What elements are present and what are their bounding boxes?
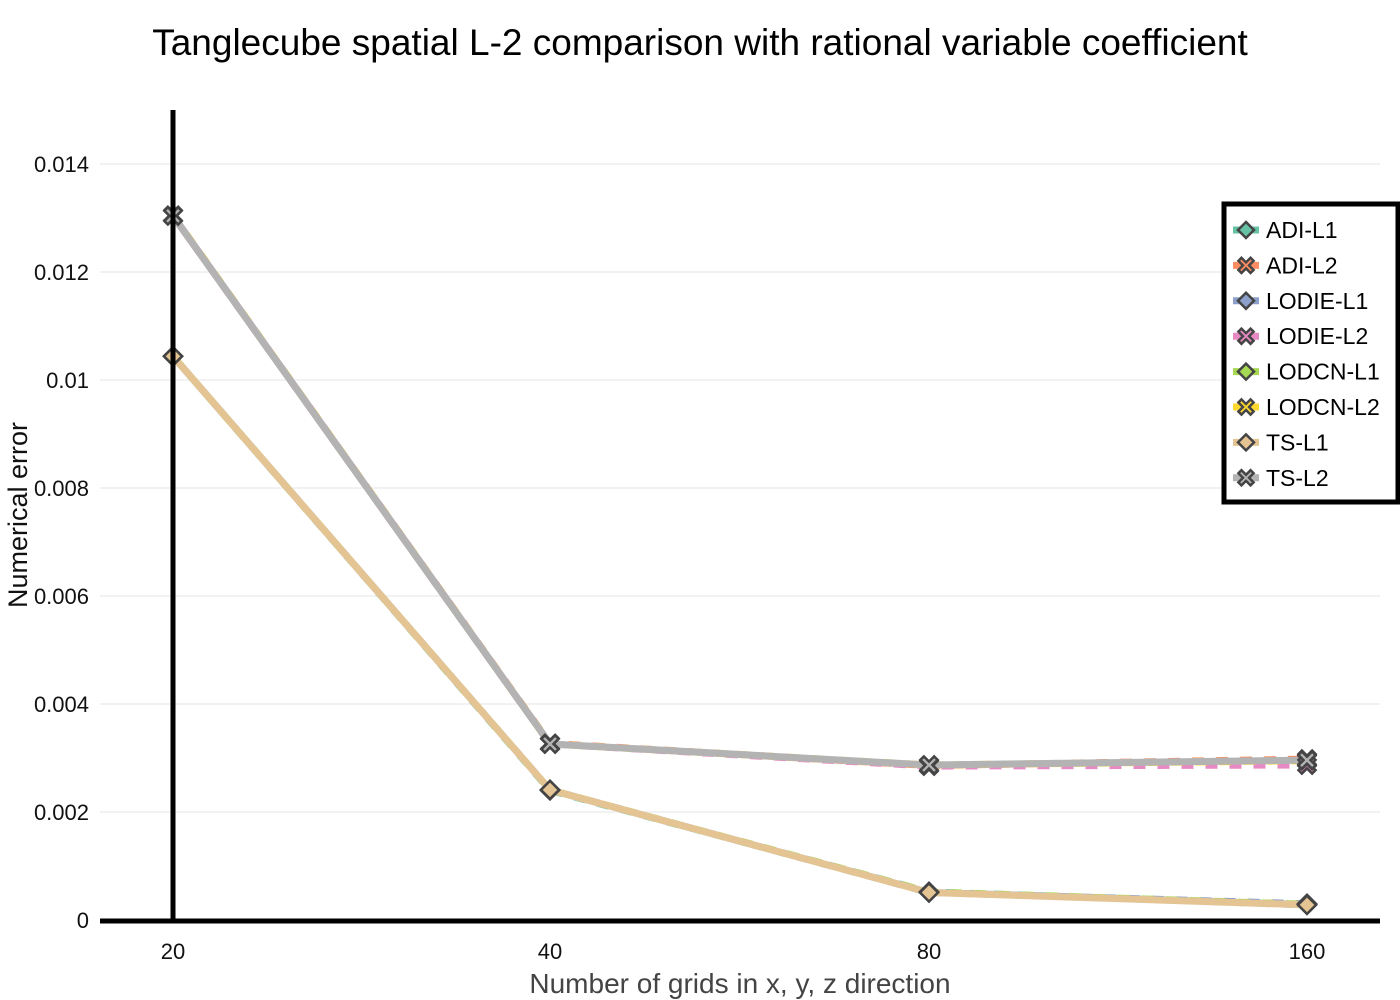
tick-labels: 0 0.002 0.004 0.006 0.008 0.01 0.012 0.014 20 40 8… — [34, 152, 1325, 964]
markers-lodie-l1 — [162, 345, 1318, 915]
legend-marker — [1236, 432, 1256, 453]
legend-item: LODCN-L2 — [1233, 394, 1380, 420]
legend-marker — [1236, 256, 1256, 275]
y-tick-label: 0.004 — [34, 692, 89, 717]
markers-lodcn-l2 — [162, 204, 1318, 776]
legend-label: LODCN-L1 — [1266, 359, 1380, 385]
series-line — [170, 353, 1308, 908]
legend-marker — [1236, 291, 1256, 311]
series-ts-l1 — [170, 353, 1308, 909]
legend-marker — [1236, 361, 1256, 382]
y-tick-label: 0.01 — [46, 368, 89, 393]
axes — [100, 110, 1380, 924]
legend-marker — [1236, 326, 1256, 346]
legend-item: LODCN-L1 — [1233, 359, 1380, 385]
data-point — [539, 733, 561, 755]
series-ts-l2 — [170, 213, 1308, 769]
series-adi-l2 — [170, 213, 1308, 770]
series-line — [170, 213, 1308, 770]
x-tick-label: 160 — [1289, 939, 1326, 964]
legend-label: TS-L1 — [1266, 429, 1329, 455]
series-adi-l1 — [170, 353, 1308, 909]
markers-ts-l1 — [162, 345, 1318, 916]
data-point — [918, 881, 940, 904]
legend-label: LODIE-L1 — [1266, 288, 1368, 314]
legend-marker — [1236, 220, 1256, 240]
legend-marker — [1236, 397, 1256, 417]
legend-label: ADI-L2 — [1266, 252, 1338, 278]
gridlines — [100, 163, 1380, 813]
series-line — [170, 213, 1308, 770]
legend-label: LODCN-L2 — [1266, 394, 1380, 420]
y-tick-label: 0.002 — [34, 800, 89, 825]
series-lines — [162, 204, 1318, 916]
series-line — [170, 213, 1308, 769]
data-point — [1296, 749, 1318, 771]
x-tick-label: 20 — [161, 939, 185, 964]
legend-label: TS-L2 — [1266, 465, 1329, 491]
legend-label: ADI-L1 — [1266, 217, 1338, 243]
series-lodie-l2 — [170, 213, 1308, 770]
legend-marker — [1236, 468, 1256, 488]
legend-item: TS-L1 — [1233, 429, 1329, 455]
data-point — [1296, 894, 1318, 916]
y-tick-label: 0 — [77, 908, 89, 933]
series-lodcn-l1 — [170, 353, 1308, 908]
y-tick-label: 0.006 — [34, 584, 89, 609]
legend-box — [1221, 201, 1400, 505]
series-line — [170, 353, 1308, 908]
legend-label: LODIE-L2 — [1266, 323, 1368, 349]
data-point — [918, 754, 940, 776]
markers-lodcn-l1 — [162, 345, 1318, 916]
legend: ADI-L1 ADI-L2 LODIE-L1 LODIE-L2 LODCN-L1 LODC… — [1221, 201, 1400, 505]
legend-item: LODIE-L1 — [1233, 288, 1368, 314]
series-line — [170, 353, 1308, 909]
markers-adi-l1 — [162, 345, 1318, 916]
x-tick-label: 40 — [538, 939, 562, 964]
series-line — [170, 213, 1308, 769]
x-tick-label: 80 — [917, 939, 941, 964]
series-line — [170, 353, 1308, 909]
data-point — [539, 779, 561, 801]
series-lodcn-l2 — [170, 213, 1308, 769]
chart-title: Tanglecube spatial L-2 comparison with r… — [152, 22, 1248, 63]
x-axis-label: Number of grids in x, y, z direction — [529, 968, 950, 999]
markers-adi-l2 — [162, 205, 1318, 776]
legend-item: ADI-L2 — [1233, 252, 1338, 278]
legend-item: TS-L2 — [1233, 465, 1329, 491]
markers-ts-l2 — [162, 205, 1318, 776]
y-axis-label: Numerical error — [3, 422, 33, 608]
y-tick-label: 0.012 — [34, 260, 89, 285]
markers-lodie-l2 — [162, 205, 1318, 777]
y-tick-label: 0.008 — [34, 476, 89, 501]
legend-item: LODIE-L2 — [1233, 323, 1368, 349]
series-lodie-l1 — [170, 353, 1308, 908]
y-tick-label: 0.014 — [34, 152, 89, 177]
legend-item: ADI-L1 — [1233, 217, 1338, 243]
